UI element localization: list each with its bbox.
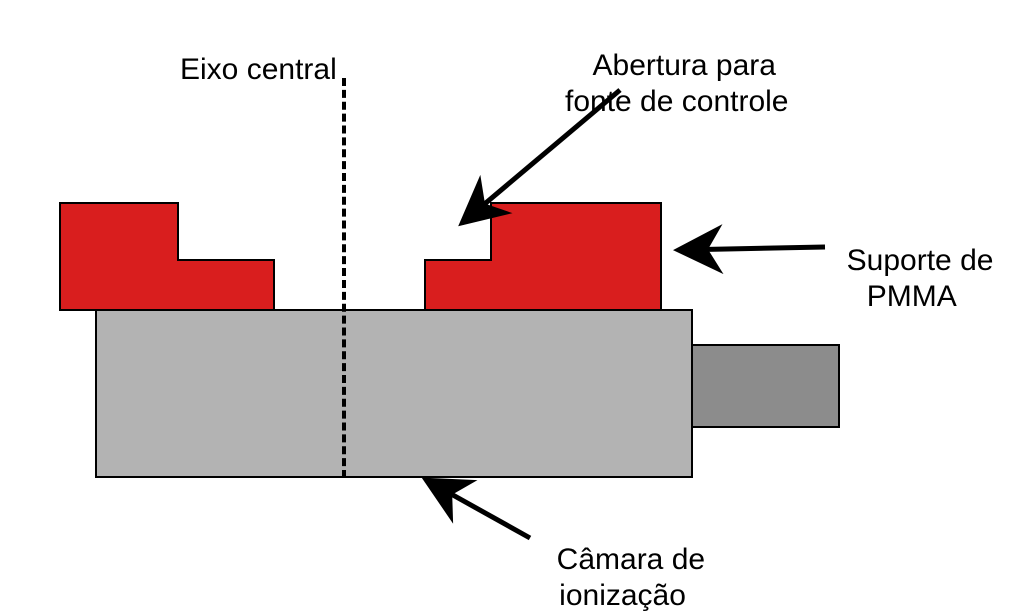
pmma-left-inner [177,259,275,311]
camara-text: Câmara de ionização [557,543,705,612]
label-eixo-central: Eixo central [180,52,337,88]
pmma-right-seam [488,261,494,308]
eixo-text: Eixo central [180,53,337,86]
pmma-left-seam [175,261,181,308]
label-abertura: Abertura para fonte de controle [565,12,789,120]
label-suporte: Suporte de PMMA [830,207,993,315]
pmma-right-outer [490,202,662,311]
chamber-body [95,309,693,478]
chamber-stem [693,344,840,428]
abertura-text: Abertura para fonte de controle [565,49,789,118]
pmma-left-outer [59,202,179,311]
center-axis-line [342,78,346,478]
suporte-text: Suporte de PMMA [847,244,994,313]
label-camara: Câmara de ionização [540,506,705,614]
pmma-right-inner [424,259,492,311]
